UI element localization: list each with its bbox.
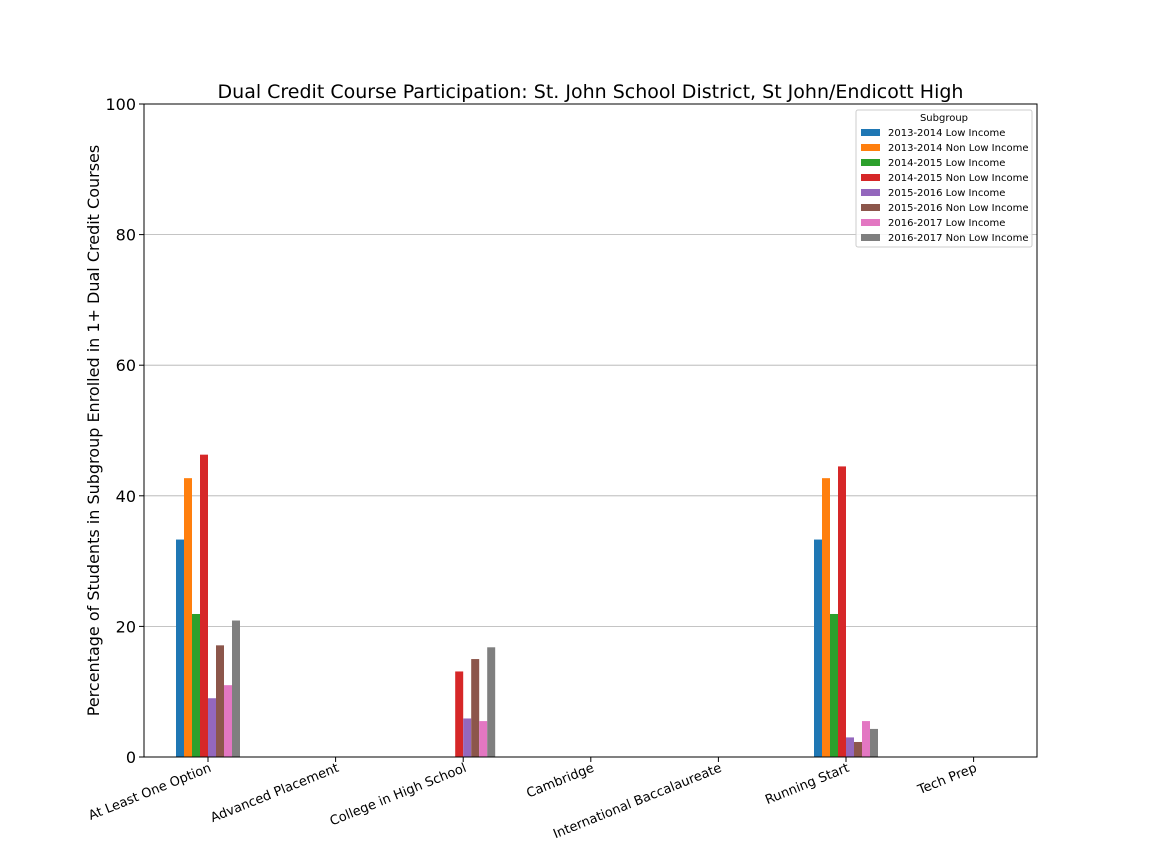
bar-2015-2016-low-income-2: [463, 718, 472, 757]
legend-entry: 2015-2016 Non Low Income: [888, 203, 1028, 214]
x-tick-label: Running Start: [763, 761, 851, 808]
legend-entry: 2016-2017 Non Low Income: [888, 233, 1028, 244]
bar-2013-2014-low-income-0: [176, 539, 184, 757]
x-tick-label: Tech Prep: [915, 761, 979, 799]
legend-swatch: [861, 204, 880, 211]
legend-entry: 2013-2014 Low Income: [888, 128, 1005, 139]
bar-2015-2016-non-low-income-0: [216, 645, 224, 757]
legend-swatch: [861, 129, 880, 136]
bar-2013-2014-non-low-income-5: [822, 478, 830, 757]
y-tick-label: 100: [105, 95, 136, 114]
legend-swatch: [861, 234, 880, 241]
bar-2014-2015-non-low-income-2: [455, 671, 464, 757]
bar-2015-2016-non-low-income-2: [471, 659, 480, 757]
bar-2014-2015-non-low-income-0: [200, 454, 208, 757]
legend: Subgroup 2013-2014 Low Income 2013-2014 N…: [855, 109, 1033, 248]
x-tick-label: Advanced Placement: [209, 761, 342, 826]
y-tick-label: 20: [116, 617, 136, 636]
y-axis-ticks: 0 20 40 60 80 100: [105, 95, 144, 767]
bar-2015-2016-low-income-0: [208, 698, 216, 757]
bar-2015-2016-non-low-income-5: [854, 741, 862, 757]
x-tick-label: College in High School: [328, 761, 469, 830]
chart-title: Dual Credit Course Participation: St. Jo…: [218, 81, 964, 103]
legend-swatch: [861, 144, 880, 151]
bar-2013-2014-non-low-income-0: [184, 478, 192, 757]
y-tick-label: 80: [116, 226, 136, 245]
legend-box: [855, 109, 1033, 248]
bar-2016-2017-non-low-income-2: [487, 647, 496, 757]
legend-entry: 2013-2014 Non Low Income: [888, 143, 1028, 154]
legend-swatch: [861, 219, 880, 226]
legend-swatch: [861, 174, 880, 181]
bar-2015-2016-low-income-5: [846, 737, 854, 757]
bar-2014-2015-low-income-5: [830, 613, 838, 757]
x-tick-label: At Least One Option: [87, 761, 214, 824]
bar-2016-2017-low-income-2: [479, 721, 488, 757]
x-tick-label: Cambridge: [524, 761, 596, 802]
legend-swatch: [861, 189, 880, 196]
bar-2014-2015-non-low-income-5: [838, 466, 846, 757]
bar-2016-2017-non-low-income-5: [870, 728, 878, 757]
bars: [176, 454, 878, 757]
y-axis-label: Percentage of Students in Subgroup Enrol…: [84, 145, 103, 716]
legend-entry: 2016-2017 Low Income: [888, 218, 1005, 229]
bar-2014-2015-low-income-0: [192, 613, 200, 757]
legend-entry: 2014-2015 Low Income: [888, 158, 1005, 169]
legend-entry: 2015-2016 Low Income: [888, 188, 1005, 199]
bar-2016-2017-non-low-income-0: [232, 620, 240, 757]
y-tick-label: 40: [116, 487, 136, 506]
legend-title: Subgroup: [920, 113, 968, 124]
bar-2013-2014-low-income-5: [814, 539, 822, 757]
y-tick-label: 60: [116, 356, 136, 375]
bar-2016-2017-low-income-5: [862, 721, 870, 757]
legend-entry: 2014-2015 Non Low Income: [888, 173, 1028, 184]
bar-2016-2017-low-income-0: [224, 685, 232, 757]
legend-swatch: [861, 159, 880, 166]
y-tick-label: 0: [126, 748, 136, 767]
